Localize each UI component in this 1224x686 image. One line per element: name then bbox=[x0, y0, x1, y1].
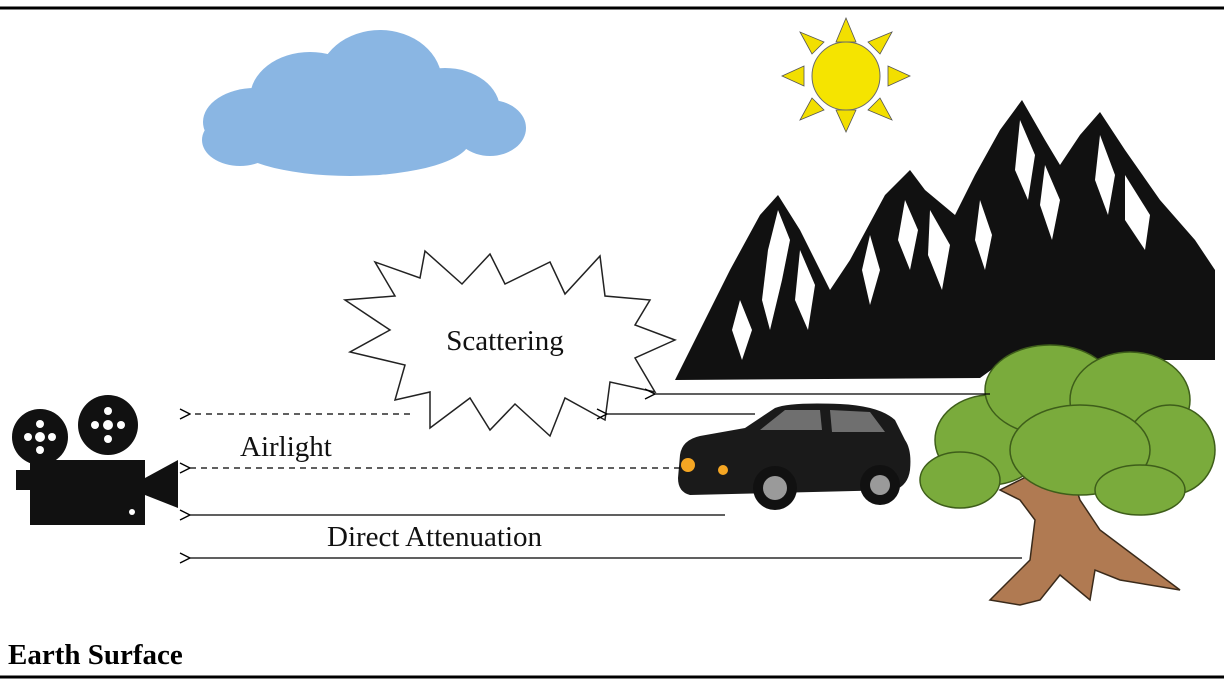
sun-icon bbox=[781, 16, 911, 133]
scattering-label: Scattering bbox=[446, 325, 564, 357]
light-paths bbox=[190, 394, 1022, 558]
mountains-icon bbox=[675, 100, 1215, 380]
direct-attenuation-label: Direct Attenuation bbox=[327, 521, 543, 553]
film-camera-icon bbox=[12, 395, 178, 525]
tree-icon bbox=[919, 344, 1216, 606]
scattering-burst-shape bbox=[342, 249, 677, 438]
earth-surface-label: Earth Surface bbox=[8, 639, 183, 671]
car-icon bbox=[678, 403, 911, 510]
airlight-label: Airlight bbox=[240, 431, 332, 463]
cloud-icon bbox=[202, 30, 526, 176]
